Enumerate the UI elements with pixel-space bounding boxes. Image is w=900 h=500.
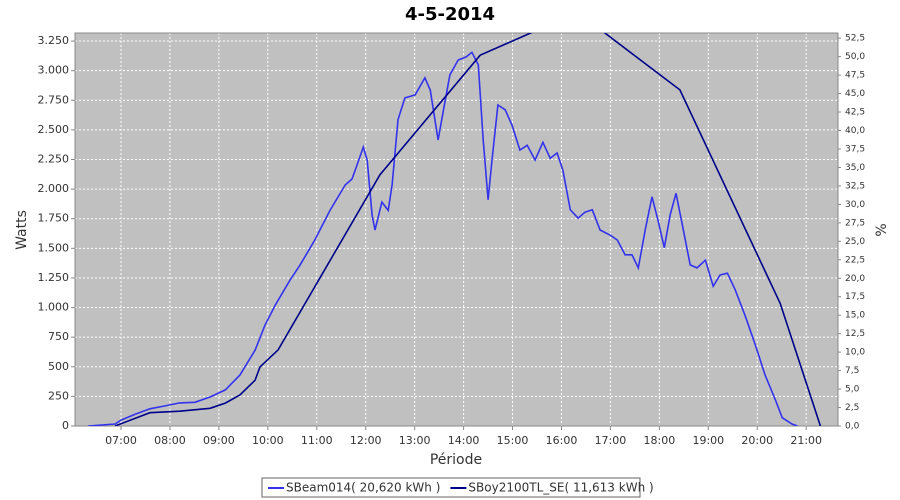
y-tick-label: 750: [48, 330, 69, 343]
y-tick-label: 1.500: [38, 241, 70, 254]
y2-tick-label: 52,5: [845, 34, 865, 44]
series-line: [114, 33, 822, 426]
x-tick-label: 09:00: [203, 434, 235, 447]
y-tick-label: 1.250: [38, 271, 70, 284]
x-tick-label: 19:00: [692, 434, 724, 447]
y2-tick-label: 0,0: [845, 422, 860, 432]
y2-tick-label: 37,5: [845, 144, 865, 154]
legend-label: SBeam014( 20,620 kWh ): [286, 481, 440, 495]
x-tick-label: 12:00: [350, 434, 382, 447]
y2-tick-label: 12,5: [845, 329, 865, 339]
x-tick-label: 18:00: [644, 434, 676, 447]
series-line: [88, 51, 798, 426]
x-tick-label: 11:00: [301, 434, 333, 447]
y2-tick-label: 5,0: [845, 385, 860, 395]
y-tick-label: 3.250: [38, 34, 70, 47]
y-tick-label: 2.000: [38, 182, 70, 195]
series-group: [88, 33, 822, 426]
x-tick-label: 13:00: [399, 434, 431, 447]
x-tick-label: 16:00: [546, 434, 578, 447]
x-tick-label: 15:00: [497, 434, 529, 447]
y2-tick-label: 10,0: [845, 348, 865, 358]
y2-tick-label: 22,5: [845, 255, 865, 265]
y2-tick-label: 25,0: [845, 237, 865, 247]
plot-border: [74, 32, 839, 427]
y-axis-label: Watts: [14, 210, 30, 250]
y2-tick-label: 15,0: [845, 311, 865, 321]
y-tick-label: 2.250: [38, 152, 70, 165]
x-tick-label: 21:00: [790, 434, 822, 447]
y2-tick-label: 45,0: [845, 89, 865, 99]
y-tick-label: 500: [48, 360, 69, 373]
x-tick-label: 14:00: [448, 434, 480, 447]
x-axis-label: Période: [430, 452, 482, 468]
plot-area: [75, 33, 838, 426]
y-tick-label: 2.500: [38, 123, 70, 136]
y2-tick-label: 47,5: [845, 71, 865, 81]
x-tick-label: 10:00: [252, 434, 284, 447]
y2-tick-label: 2,5: [845, 403, 859, 413]
y2-axis-label: %: [874, 223, 890, 236]
legend-label: SBoy2100TL_SE( 11,613 kWh ): [468, 481, 653, 495]
y-tick-label: 0: [62, 419, 69, 432]
x-tick-label: 20:00: [741, 434, 773, 447]
y2-tick-label: 7,5: [845, 366, 859, 376]
chart-title: 4-5-2014: [405, 4, 495, 25]
y2-tick-label: 35,0: [845, 163, 865, 173]
y2-tick-label: 17,5: [845, 292, 865, 302]
y2-tick-label: 42,5: [845, 108, 865, 118]
x-tick-label: 07:00: [105, 434, 137, 447]
y2-tick-label: 30,0: [845, 200, 865, 210]
y2-tick-label: 20,0: [845, 274, 865, 284]
y-tick-label: 2.750: [38, 93, 70, 106]
y2-tick-label: 50,0: [845, 52, 865, 62]
x-tick-label: 17:00: [595, 434, 627, 447]
y-tick-label: 1.000: [38, 301, 70, 314]
y-tick-label: 1.750: [38, 212, 70, 225]
y-tick-label: 3.000: [38, 64, 70, 77]
y2-tick-label: 32,5: [845, 181, 865, 191]
x-tick-label: 08:00: [154, 434, 186, 447]
y2-tick-label: 27,5: [845, 218, 865, 228]
y-tick-label: 250: [48, 389, 69, 402]
y2-tick-label: 40,0: [845, 126, 865, 136]
